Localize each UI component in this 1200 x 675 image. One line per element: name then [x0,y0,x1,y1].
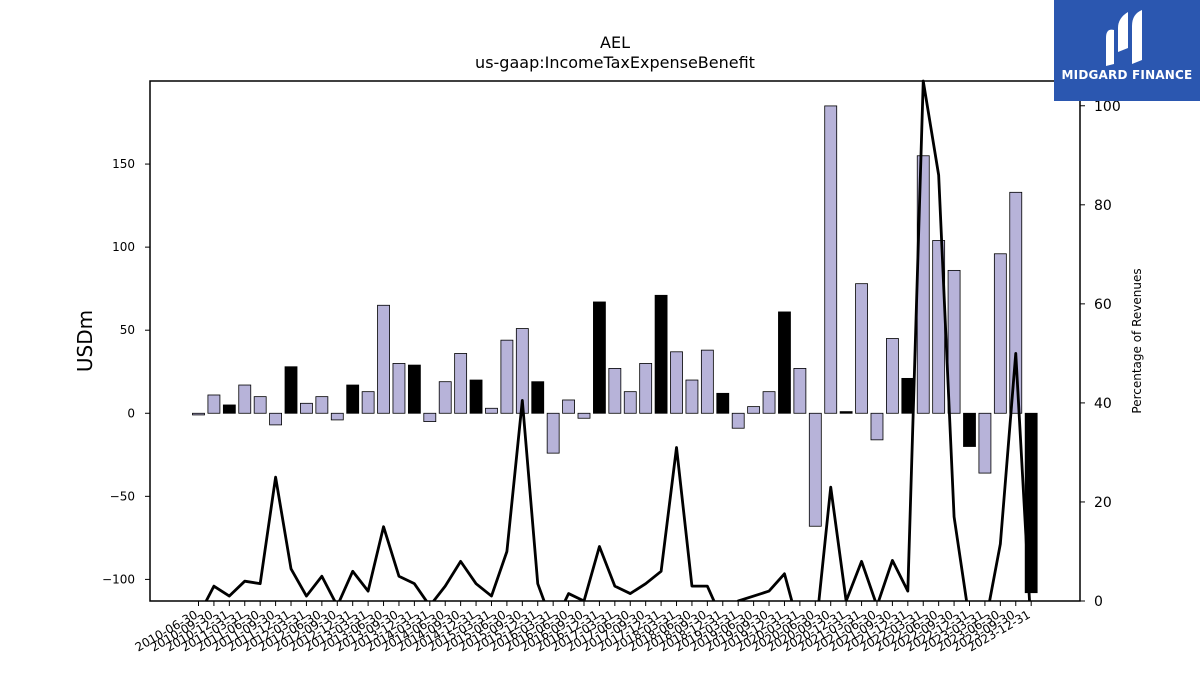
y-tick-label: 150 [112,157,135,171]
bar [469,379,483,414]
y2-tick-label: 80 [1094,198,1112,214]
bar [577,412,591,419]
bars-group [192,105,1038,594]
bar [1009,191,1023,414]
logo-text: MIDGARD FINANCE [1061,68,1193,82]
bar [562,399,575,414]
bar [947,269,961,414]
bar [423,412,437,422]
bar [531,381,545,414]
bar [808,412,822,527]
bar [623,391,637,414]
bar [824,105,838,414]
midgard-logo-icon [1106,10,1142,66]
chart-title: AEL [600,33,630,52]
bar [284,366,298,414]
y2-tick-label: 40 [1094,396,1112,412]
bar [238,384,252,414]
bar [670,351,683,414]
bar [639,363,653,414]
bar [407,364,421,414]
bar [253,396,267,414]
y2-axis: 0 20 40 60 80 100 [1080,99,1121,610]
bar [963,412,976,447]
bar [593,301,606,414]
bar [793,368,807,414]
line-group [204,79,1031,601]
bar [546,412,560,454]
y2-tick-label: 20 [1094,495,1112,511]
percentage-line [204,79,1031,601]
y-tick-label: 50 [120,323,135,337]
bar [870,412,884,441]
bar [731,412,745,429]
y-tick-label: −50 [110,489,135,503]
bar [392,363,406,414]
bar [762,391,776,414]
bar [269,412,283,426]
bar [839,411,853,414]
bar [608,368,622,414]
bar [454,353,468,414]
bar [315,396,329,414]
y-axis-label: USDm [73,310,97,372]
bar [361,391,375,414]
bar [855,283,868,414]
bar [346,384,360,414]
bar [886,338,899,414]
bar [654,294,668,414]
bar [222,404,236,414]
chart-subtitle: us-gaap:IncomeTaxExpenseBenefit [475,53,755,72]
logo-badge: MIDGARD FINANCE [1054,0,1200,101]
x-axis: 2010-06-302010-09-302010-12-312011-03-31… [133,601,1033,654]
y-tick-label: 0 [127,406,135,420]
bar [192,412,205,416]
bar [300,402,313,414]
y2-tick-label: 100 [1094,99,1121,115]
bar [685,379,699,414]
bar [993,253,1007,414]
bar [700,349,714,414]
y-axis: −100 −50 0 50 100 150 [102,157,150,586]
bar [747,406,761,414]
bar [330,412,344,421]
bar [377,304,390,414]
bar [438,381,452,414]
y-tick-label: −100 [102,572,135,586]
y2-axis-label: Percentage of Revenues [1130,268,1144,413]
bar [778,311,791,414]
bar [207,394,221,414]
y2-tick-label: 0 [1094,594,1103,610]
bar [716,392,730,414]
y2-tick-label: 60 [1094,297,1112,313]
bar [500,339,514,414]
bar [485,407,498,414]
y-tick-label: 100 [112,240,135,254]
bar [978,412,992,474]
